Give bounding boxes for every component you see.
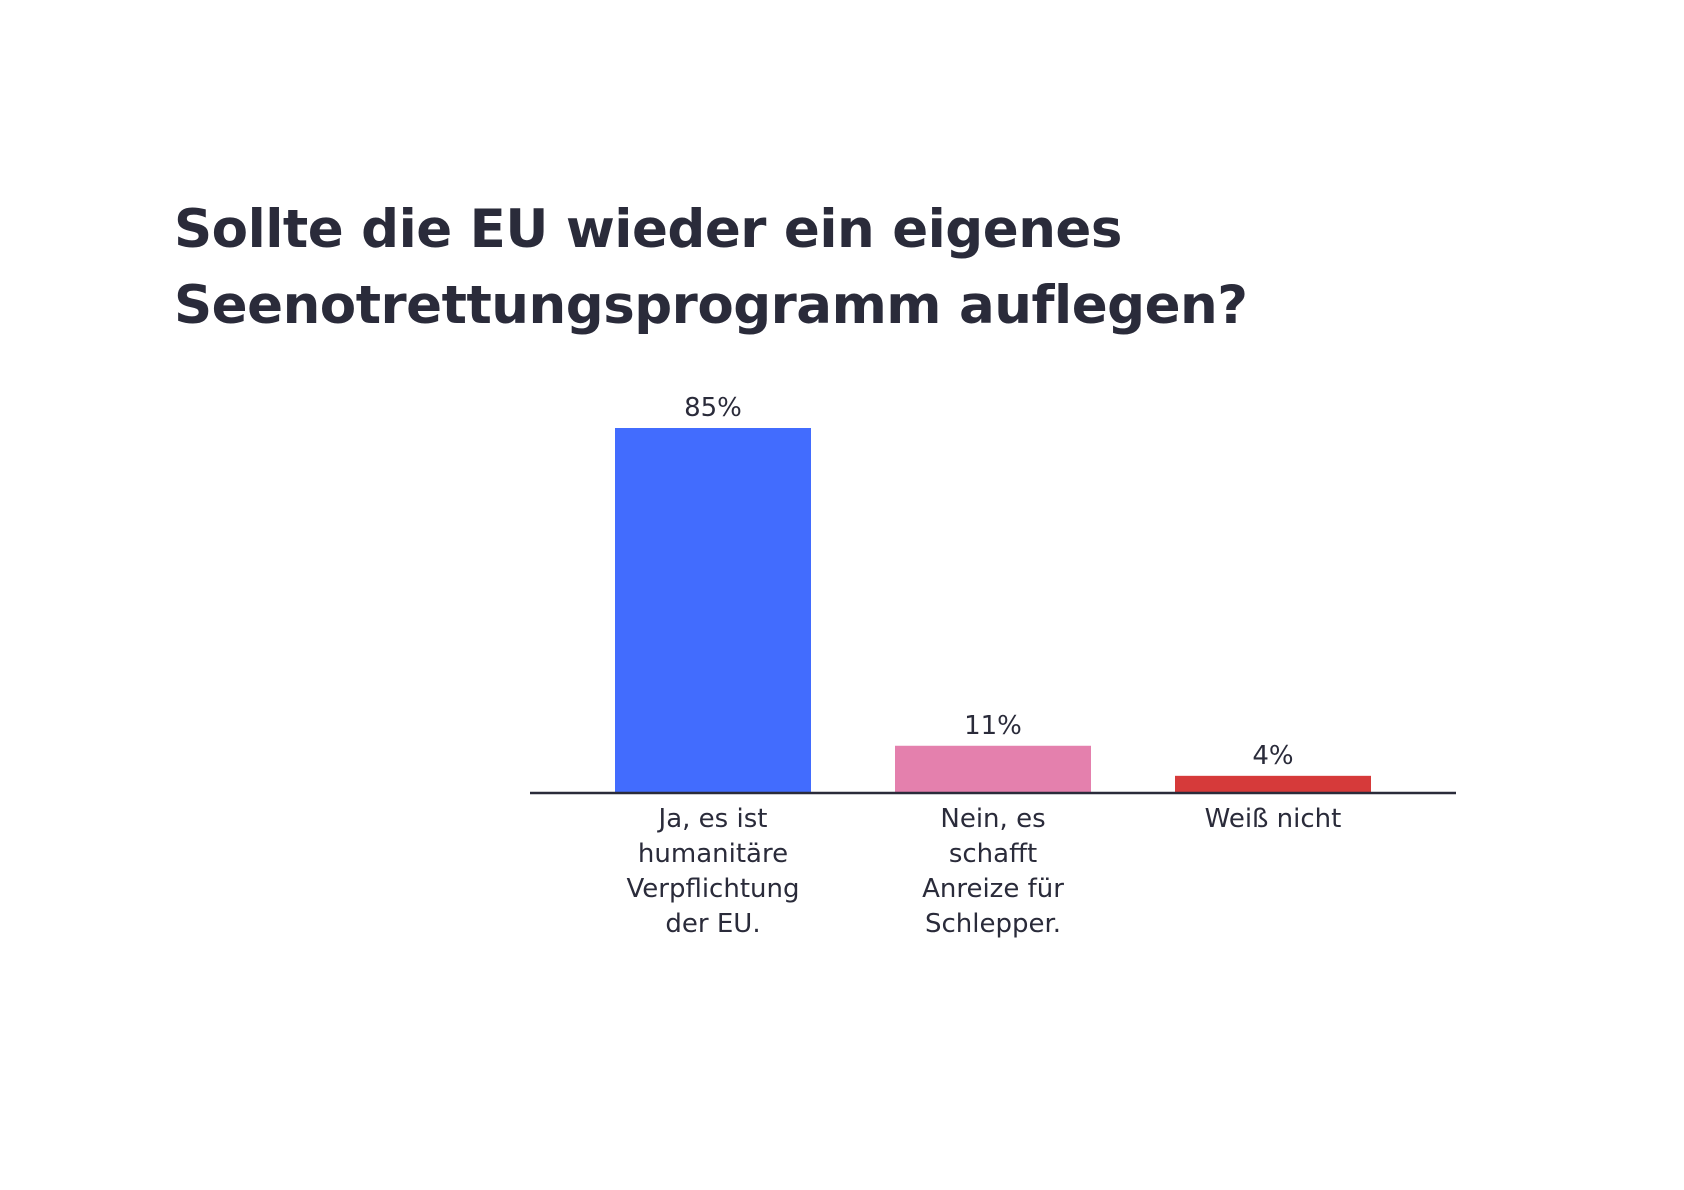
category-label-2-line-2: schafft xyxy=(949,839,1037,869)
category-label-1-line-2: humanitäre xyxy=(638,839,788,869)
category-label-2-line-1: Nein, es xyxy=(940,804,1045,834)
category-label-2: Nein, es schafft Anreize für Schlepper. xyxy=(922,804,1064,939)
value-label-2: 11% xyxy=(964,711,1022,741)
value-label-1: 85% xyxy=(684,393,742,423)
chart-title-line-2: Seenotrettungsprogramm auflegen? xyxy=(174,275,1248,336)
value-label-3: 4% xyxy=(1252,741,1293,771)
chart-title-line-1: Sollte die EU wieder ein eigenes xyxy=(174,199,1122,260)
bar-3 xyxy=(1175,775,1371,793)
category-label-3: Weiß nicht xyxy=(1205,804,1342,834)
category-label-1-line-3: Verpflichtung xyxy=(627,874,800,904)
bar-2 xyxy=(895,745,1091,793)
category-label-2-line-3: Anreize für xyxy=(922,874,1064,904)
chart-title: Sollte die EU wieder ein eigenes Seenotr… xyxy=(174,192,1494,344)
category-label-1-line-4: der EU. xyxy=(665,909,760,939)
category-label-2-line-4: Schlepper. xyxy=(925,909,1061,939)
category-label-1-line-1: Ja, es ist xyxy=(657,804,768,834)
category-label-1: Ja, es ist humanitäre Verpflichtung der EU. xyxy=(627,804,800,939)
bar-1 xyxy=(615,428,811,793)
category-label-3-line-1: Weiß nicht xyxy=(1205,804,1342,834)
